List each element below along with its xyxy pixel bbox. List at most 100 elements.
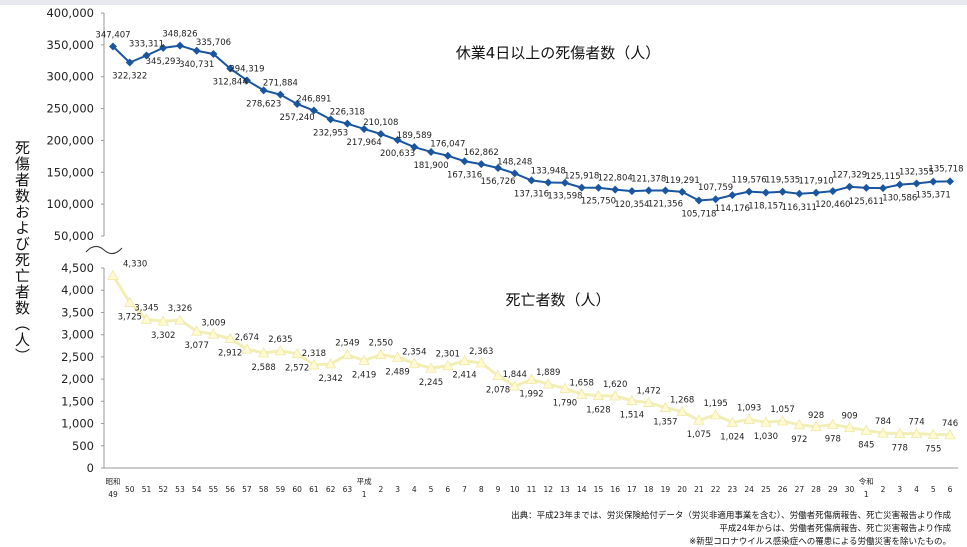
death-point [760,416,772,427]
death-point [191,325,203,336]
death-data-label: 2,301 [436,350,460,360]
death-point [894,427,906,438]
death-point [375,348,387,360]
injury-data-label: 189,589 [397,131,432,141]
injury-point [828,187,837,196]
injury-point [812,188,821,197]
injury-point [845,182,854,191]
injury-point [560,178,569,187]
injury-data-label: 120,460 [815,200,850,210]
injury-data-label: 133,948 [531,167,566,177]
lower-y-tick-label: 3,000 [61,328,94,342]
death-data-label: 2,414 [452,371,476,381]
upper-y-tick-label: 100,000 [46,197,94,211]
death-point [592,389,605,401]
death-point [341,348,354,360]
x-tick-label: 51 [142,485,152,494]
injury-data-label: 125,115 [865,172,900,182]
death-data-label: 978 [825,435,841,445]
death-point [124,296,136,307]
injury-data-label: 348,826 [162,30,197,40]
death-point [810,420,822,432]
x-tick-label: 59 [276,485,286,494]
injury-point [192,46,201,55]
upper-y-tick-label: 250,000 [46,102,94,116]
x-tick-label: 18 [644,485,654,494]
injury-data-label: 119,576 [732,176,767,186]
death-point [408,357,420,368]
death-point [157,315,169,326]
injury-point [376,129,385,138]
injury-point [125,58,134,67]
injury-data-label: 114,176 [715,204,750,214]
death-point [827,418,839,429]
death-data-label: 2,419 [352,370,376,380]
y-axis-title: 死傷者数および死亡者数（人） [13,140,31,364]
injury-data-label: 294,319 [229,64,264,74]
x-tick-label: 30 [845,485,855,494]
x-tick-label: 17 [627,485,637,494]
injury-data-label: 133,598 [547,192,582,202]
death-data-label: 2,674 [235,333,259,343]
death-data-label: 2,078 [486,386,510,396]
death-point [676,405,688,417]
death-data-label: 1,844 [503,370,527,380]
death-data-label: 1,514 [620,411,644,421]
lower-y-tick-label: 4,000 [61,283,94,297]
death-point [843,421,856,432]
injury-point [644,186,653,195]
death-data-label: 774 [908,418,924,428]
death-data-label: 1,889 [536,368,560,378]
injury-point [761,188,770,197]
upper-y-tick-label: 300,000 [46,70,94,84]
death-point [274,345,287,356]
upper-y-tick-label: 400,000 [46,6,94,20]
death-point [291,347,303,359]
death-data-label: 3,077 [185,341,209,351]
lower-y-tick-label: 1,500 [61,394,94,408]
injury-point [728,191,737,200]
x-tick-label: 4 [412,485,417,494]
x-tick-label: 52 [158,485,168,494]
death-point [910,427,923,438]
x-era-label: 昭和 [106,477,121,486]
death-point [860,424,872,435]
death-data-label: 1,268 [670,396,694,406]
death-data-label: 2,363 [469,347,493,357]
x-tick-label: 11 [527,485,537,494]
death-data-label: 2,354 [402,347,426,357]
x-tick-label: 3 [897,485,902,494]
death-data-label: 1,628 [586,406,610,416]
axis-break-mark [85,246,123,254]
death-point [576,388,588,399]
death-data-label: 2,489 [385,367,409,377]
injury-data-label: 322,322 [112,71,147,81]
x-tick-label: 13 [560,485,570,494]
death-data-label: 3,009 [201,318,225,328]
lower-y-tick-label: 2,000 [61,372,94,386]
injury-point [879,184,888,193]
x-tick-label: 2 [378,485,383,494]
death-point [140,313,153,324]
death-point [643,396,655,407]
x-tick-label: 26 [778,485,788,494]
death-data-label: 1,093 [737,403,761,413]
x-tick-label: 12 [543,485,553,494]
death-point [308,359,320,370]
source-note-1: 出典：平成23年までは、労災保険給付データ（労災非適用事業を含む）、労働者死傷病… [511,511,951,521]
x-tick-label: 21 [694,485,704,494]
x-tick-label: 56 [225,485,235,494]
injury-data-label: 340,731 [179,60,214,70]
injury-data-label: 200,633 [380,149,415,159]
x-tick-label: 25 [761,485,771,494]
injury-point [745,187,754,196]
lower-y-tick-label: 2,500 [61,350,94,364]
upper-y-tick-label: 150,000 [46,165,94,179]
injury-data-label: 167,316 [447,170,482,180]
injury-data-label: 107,759 [698,183,733,193]
death-point [709,409,722,420]
death-data-label: 3,326 [168,304,192,314]
death-point [442,359,454,371]
source-note-2: 平成24年からは、労働者死傷病報告、死亡災害報告より作成 [719,524,951,534]
